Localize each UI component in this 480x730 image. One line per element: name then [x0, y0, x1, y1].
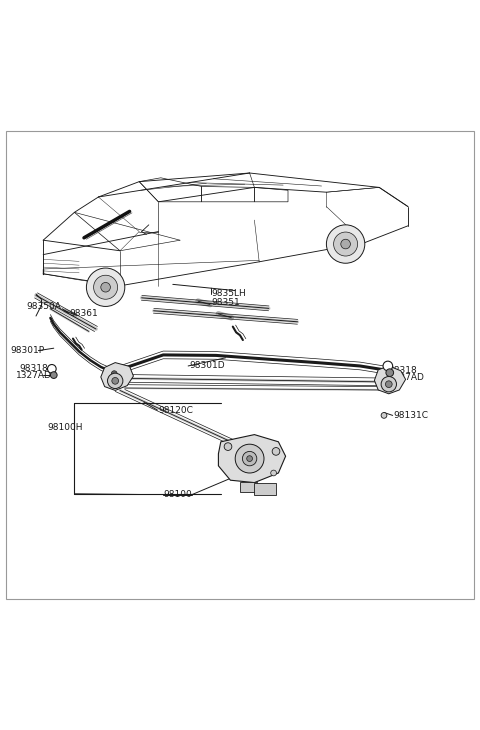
Circle shape	[386, 369, 394, 377]
Text: 98361: 98361	[70, 309, 98, 318]
Circle shape	[224, 443, 232, 450]
Polygon shape	[101, 363, 133, 391]
Circle shape	[108, 373, 123, 388]
Circle shape	[383, 361, 393, 371]
Circle shape	[86, 268, 125, 307]
Polygon shape	[374, 366, 406, 393]
Circle shape	[381, 377, 396, 392]
Text: 1327AD: 1327AD	[389, 373, 425, 382]
Text: 98120C: 98120C	[158, 406, 193, 415]
Circle shape	[50, 372, 57, 378]
Circle shape	[108, 367, 120, 380]
Circle shape	[48, 364, 56, 373]
Circle shape	[385, 381, 392, 388]
Circle shape	[235, 444, 264, 473]
Text: 98350A: 98350A	[26, 302, 61, 311]
Text: 98318: 98318	[19, 364, 48, 373]
Circle shape	[101, 283, 110, 292]
Text: 9835LH: 9835LH	[211, 290, 246, 299]
Text: 98131C: 98131C	[394, 411, 429, 420]
Text: 98100: 98100	[163, 490, 192, 499]
Circle shape	[112, 377, 119, 384]
Text: 98301P: 98301P	[11, 346, 45, 355]
Circle shape	[334, 232, 358, 256]
Circle shape	[94, 275, 118, 299]
Circle shape	[247, 456, 252, 461]
Circle shape	[271, 470, 276, 476]
Circle shape	[326, 225, 365, 264]
Text: 98301D: 98301D	[190, 361, 225, 370]
Circle shape	[272, 447, 280, 456]
Text: 98351: 98351	[211, 298, 240, 307]
Text: 1327AD: 1327AD	[16, 371, 52, 380]
Circle shape	[111, 371, 117, 377]
Polygon shape	[254, 483, 276, 495]
Text: 98100H: 98100H	[47, 423, 83, 432]
Circle shape	[381, 412, 387, 418]
Text: 98318: 98318	[389, 366, 418, 375]
Polygon shape	[218, 434, 286, 483]
Polygon shape	[240, 482, 257, 492]
Circle shape	[242, 451, 257, 466]
Circle shape	[341, 239, 350, 249]
